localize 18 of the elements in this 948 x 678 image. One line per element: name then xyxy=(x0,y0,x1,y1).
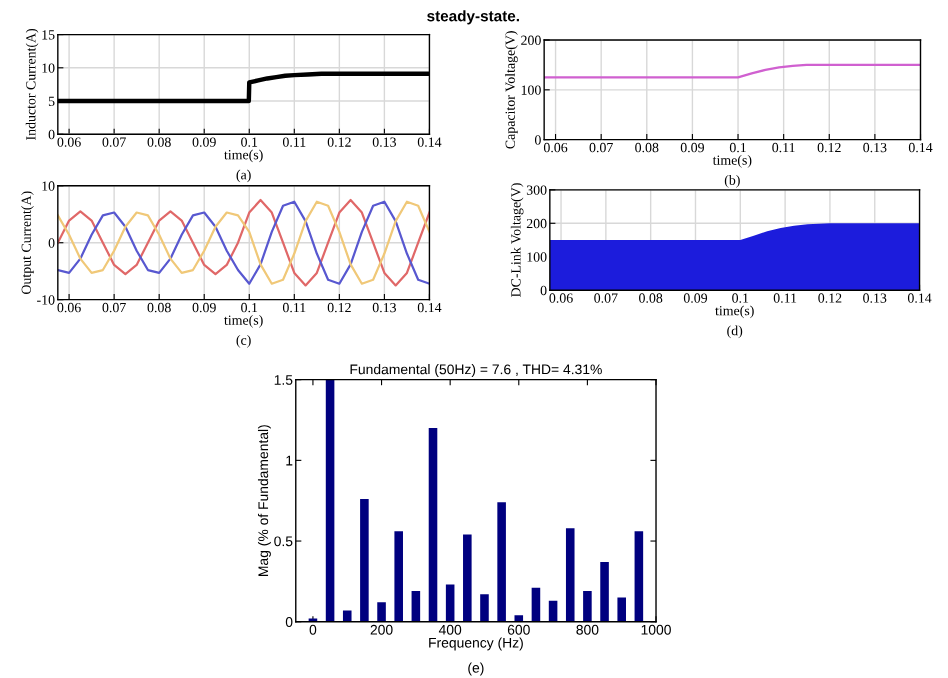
bar xyxy=(325,379,335,622)
bar xyxy=(411,591,421,622)
bar xyxy=(583,591,592,622)
bar xyxy=(428,428,438,622)
bar xyxy=(617,597,626,622)
bar xyxy=(480,594,489,622)
bar xyxy=(394,531,403,622)
bar xyxy=(360,499,369,622)
bar xyxy=(463,534,472,622)
bar xyxy=(531,587,541,622)
bar xyxy=(342,610,352,622)
bar xyxy=(377,602,386,622)
bar xyxy=(445,584,455,622)
bar xyxy=(565,528,575,622)
bar xyxy=(600,562,609,622)
bar xyxy=(497,502,506,622)
bar xyxy=(634,531,644,622)
line-series xyxy=(544,63,921,79)
